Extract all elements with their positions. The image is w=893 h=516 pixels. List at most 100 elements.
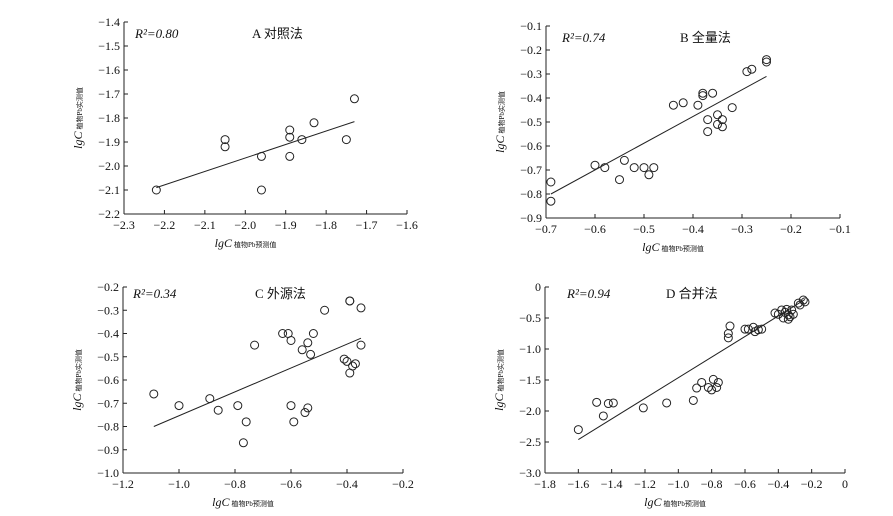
data-point <box>717 122 727 132</box>
panel-title: C 外源法 <box>255 286 306 301</box>
chart-panel-3: −1.2 −1.0 −0.8 −0.6 −0.4 −0.2−1.0−0.9−0.8−0.7… <box>70 280 414 509</box>
x-tick-label: −0.2 <box>801 477 823 491</box>
y-axis-title-sub: 植物Pb实测值 <box>75 87 84 129</box>
x-tick-label: −0.8 <box>701 477 723 491</box>
data-point <box>615 175 624 185</box>
chart-panel-4: −1.8 −1.6 −1.4 −1.2 −1.0 −0.8 −0.6 −0.4 −0.2 0 −3.… <box>492 280 848 509</box>
y-axis-title-main: lgC <box>70 393 84 411</box>
data-point <box>303 403 313 413</box>
data-point <box>668 100 678 110</box>
y-tick-label: −0.7 <box>97 396 119 410</box>
y-tick-label: −2.1 <box>98 183 120 197</box>
x-tick-label: −1.7 <box>356 218 378 232</box>
y-tick-label: −0.9 <box>520 211 542 225</box>
data-point <box>692 383 702 393</box>
y-axis-title: lgC 植物Pb实测值 <box>71 87 85 149</box>
r-squared-label: R²=0.34 <box>132 286 177 301</box>
x-tick-label: −1.0 <box>168 477 190 491</box>
x-tick-label: −1.4 <box>601 477 623 491</box>
data-point <box>546 177 556 187</box>
data-point <box>743 324 753 334</box>
y-axis-title-main: lgC <box>493 135 507 153</box>
data-point <box>233 401 243 411</box>
y-tick-label: −0.5 <box>520 115 542 129</box>
data-point <box>213 405 223 415</box>
data-point <box>778 313 788 323</box>
y-tick-label: −0.8 <box>97 420 119 434</box>
data-point <box>698 91 708 101</box>
data-point <box>350 359 360 369</box>
data-point <box>289 417 299 427</box>
x-tick-label: −1.2 <box>634 477 656 491</box>
y-tick-label: −0.3 <box>97 303 119 317</box>
data-point <box>286 401 296 411</box>
data-point <box>309 118 319 128</box>
y-tick-label: −2.0 <box>98 159 120 173</box>
y-tick-label: −0.4 <box>520 91 542 105</box>
data-point <box>573 425 583 435</box>
x-tick-label: −0.2 <box>780 222 802 236</box>
y-tick-label: −0.9 <box>97 443 119 457</box>
panel-title: A 对照法 <box>252 26 303 41</box>
y-tick-label: −0.8 <box>520 187 542 201</box>
y-axis-title-main: lgC <box>492 393 506 411</box>
data-point <box>303 338 313 348</box>
data-point <box>356 340 366 350</box>
data-point <box>783 314 793 324</box>
data-point <box>717 115 727 125</box>
x-tick-label: −0.4 <box>682 222 704 236</box>
data-point <box>795 300 805 310</box>
r-squared-label: R²=0.74 <box>561 30 606 45</box>
data-point <box>678 98 688 108</box>
y-tick-label: −1.4 <box>98 15 120 29</box>
x-tick-label: −0.8 <box>224 477 246 491</box>
y-tick-label: −0.2 <box>520 43 542 57</box>
x-tick-label: −0.5 <box>633 222 655 236</box>
data-point <box>546 196 556 206</box>
data-point <box>349 94 359 104</box>
y-tick-label: −0.2 <box>97 280 119 294</box>
data-point <box>339 354 349 364</box>
x-axis-title: lgC 植物Pb预测值 <box>644 495 706 509</box>
x-axis-title: lgC 植物Pb预测值 <box>212 495 274 509</box>
x-axis-title-main: lgC <box>642 240 660 254</box>
data-point <box>592 397 602 407</box>
data-point <box>662 398 672 408</box>
data-point <box>590 160 600 170</box>
x-tick-label: −1.9 <box>275 218 297 232</box>
data-point <box>285 151 295 161</box>
y-axis-title: lgC 植物Pb实测值 <box>492 349 506 411</box>
data-point <box>341 135 351 145</box>
data-point <box>644 170 654 180</box>
x-tick-label: −0.6 <box>734 477 756 491</box>
panel-title: D 合并法 <box>666 286 718 301</box>
y-tick-label: −1.6 <box>98 63 120 77</box>
data-point <box>297 345 307 355</box>
data-point <box>151 185 161 195</box>
x-tick-label: −0.3 <box>731 222 753 236</box>
data-point <box>788 309 798 319</box>
data-point <box>793 298 803 308</box>
x-tick-label: −1.8 <box>534 477 556 491</box>
x-tick-label: −2.1 <box>194 218 216 232</box>
x-axis-title-main: lgC <box>644 495 662 509</box>
data-point <box>241 417 251 427</box>
data-point <box>725 321 735 331</box>
data-point <box>787 305 797 315</box>
data-point <box>782 304 792 314</box>
data-point <box>688 395 698 405</box>
x-tick-label: −1.0 <box>667 477 689 491</box>
y-tick-label: −0.7 <box>520 163 542 177</box>
data-point <box>783 310 793 320</box>
r-squared-label: R²=0.80 <box>134 26 179 41</box>
data-point <box>638 403 648 413</box>
data-point <box>698 88 708 98</box>
y-tick-label: −2.2 <box>98 207 120 221</box>
data-point <box>285 125 295 135</box>
data-point <box>278 329 288 338</box>
y-tick-label: −0.4 <box>97 327 119 341</box>
data-point <box>320 305 330 315</box>
x-axis-title-sub: 植物Pb预测值 <box>234 240 276 249</box>
y-tick-label: −2.5 <box>519 435 541 449</box>
